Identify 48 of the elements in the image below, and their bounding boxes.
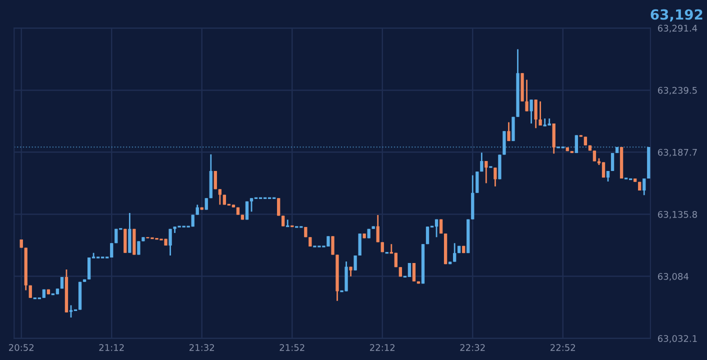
candlestick: [168, 228, 172, 256]
candlestick: [250, 197, 254, 212]
candlestick: [602, 162, 606, 178]
y-tick-label: 63,291.4: [658, 24, 698, 33]
x-tick-label: 22:32: [460, 344, 485, 351]
candlestick: [574, 134, 578, 154]
y-tick-label: 63,239.5: [658, 86, 697, 95]
x-tick-label: 22:12: [370, 344, 394, 351]
candlestick: [376, 214, 380, 243]
candlestick: [552, 122, 556, 154]
candlestick: [502, 130, 506, 156]
candlestick: [453, 242, 456, 262]
candlestick: [530, 98, 533, 124]
candlestick: [277, 197, 280, 216]
candlestick: [408, 263, 412, 278]
candlestick: [538, 100, 542, 126]
x-tick-label: 20:52: [9, 344, 34, 351]
candlestick: [331, 236, 334, 256]
candlestick: [87, 256, 91, 280]
candlestick: [412, 262, 416, 282]
candlestick: [534, 98, 538, 129]
ref-line-label: 63,192: [650, 9, 702, 22]
candlestick: [484, 160, 488, 184]
candlestick: [434, 218, 438, 238]
x-tick-label: 21:32: [190, 344, 214, 351]
x-tick-label: 21:52: [280, 344, 304, 351]
candlestick: [218, 188, 222, 206]
candlestick: [28, 284, 32, 299]
x-tick-label: 21:12: [99, 344, 124, 351]
candlestick: [592, 150, 596, 162]
y-tick-label: 63,084: [658, 273, 688, 281]
candlestick: [507, 122, 510, 142]
candlestick: [128, 212, 132, 254]
candlestick: [69, 304, 73, 318]
candlestick: [642, 178, 646, 196]
x-tick-label: 22:52: [550, 344, 576, 351]
candlestick: [426, 226, 430, 245]
y-tick-label: 63,135.8: [658, 211, 697, 219]
y-tick-label: 63,032.1: [658, 335, 697, 343]
candlestick: [282, 215, 285, 227]
candlestick: [610, 152, 614, 172]
candlestick: [525, 79, 528, 112]
candlestick: [494, 166, 497, 188]
candlestick: [196, 204, 199, 216]
candlestick: [349, 266, 352, 278]
candlestick: [137, 240, 140, 256]
y-tick-label: 63,187.7: [658, 148, 697, 157]
candlestick: [480, 152, 484, 172]
